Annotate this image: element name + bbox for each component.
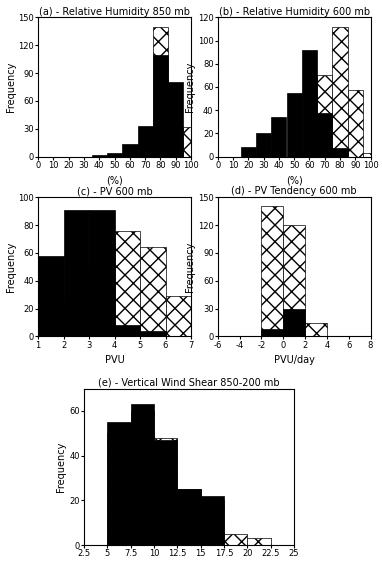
Bar [38, 256, 64, 336]
Bar [283, 309, 305, 336]
Y-axis label: Frequency: Frequency [5, 62, 16, 112]
Bar [183, 127, 199, 157]
Bar [140, 247, 165, 336]
Bar [248, 538, 271, 545]
Title: (c) - PV 600 mb: (c) - PV 600 mb [77, 186, 152, 197]
Bar [107, 433, 131, 545]
Bar [107, 153, 122, 157]
Bar [140, 331, 165, 336]
Y-axis label: Frequency: Frequency [57, 442, 66, 492]
Bar [286, 93, 302, 157]
Bar [64, 300, 89, 336]
Bar [177, 490, 201, 545]
Bar [241, 147, 256, 157]
Bar [332, 148, 348, 157]
Y-axis label: Frequency: Frequency [185, 242, 195, 292]
Bar [363, 153, 378, 157]
Bar [131, 404, 154, 545]
Bar [168, 147, 183, 157]
Title: (a) - Relative Humidity 850 mb: (a) - Relative Humidity 850 mb [39, 6, 190, 17]
Bar [283, 225, 305, 336]
Bar [201, 496, 224, 545]
Bar [64, 210, 89, 336]
Bar [305, 324, 327, 336]
Bar [154, 438, 177, 545]
Title: (d) - PV Tendency 600 mb: (d) - PV Tendency 600 mb [231, 186, 357, 197]
Bar [177, 490, 201, 545]
Bar [115, 231, 140, 336]
Bar [168, 82, 183, 157]
Bar [107, 422, 131, 545]
Bar [131, 411, 154, 545]
Bar [154, 440, 177, 545]
Bar [138, 126, 153, 157]
Bar [302, 50, 317, 157]
Bar [261, 329, 283, 336]
Y-axis label: Frequency: Frequency [185, 62, 195, 112]
Bar [317, 113, 332, 157]
Bar [89, 267, 115, 336]
Title: (b) - Relative Humidity 600 mb: (b) - Relative Humidity 600 mb [219, 6, 370, 17]
Bar [261, 206, 283, 336]
X-axis label: PVU/day: PVU/day [274, 355, 315, 365]
Bar [271, 117, 286, 157]
Bar [115, 325, 140, 336]
Bar [256, 133, 271, 157]
Y-axis label: Frequency: Frequency [5, 242, 16, 292]
X-axis label: PVU: PVU [105, 355, 125, 365]
Bar [332, 27, 348, 157]
Bar [224, 534, 248, 545]
X-axis label: (%): (%) [286, 175, 303, 186]
Bar [317, 75, 332, 157]
Bar [201, 501, 224, 545]
Bar [89, 210, 115, 336]
X-axis label: (%): (%) [106, 175, 123, 186]
Bar [348, 90, 363, 157]
Bar [165, 296, 191, 336]
Bar [153, 27, 168, 157]
Title: (e) - Vertical Wind Shear 850-200 mb: (e) - Vertical Wind Shear 850-200 mb [98, 378, 280, 388]
Bar [122, 144, 138, 157]
Bar [153, 55, 168, 157]
Bar [92, 155, 107, 157]
